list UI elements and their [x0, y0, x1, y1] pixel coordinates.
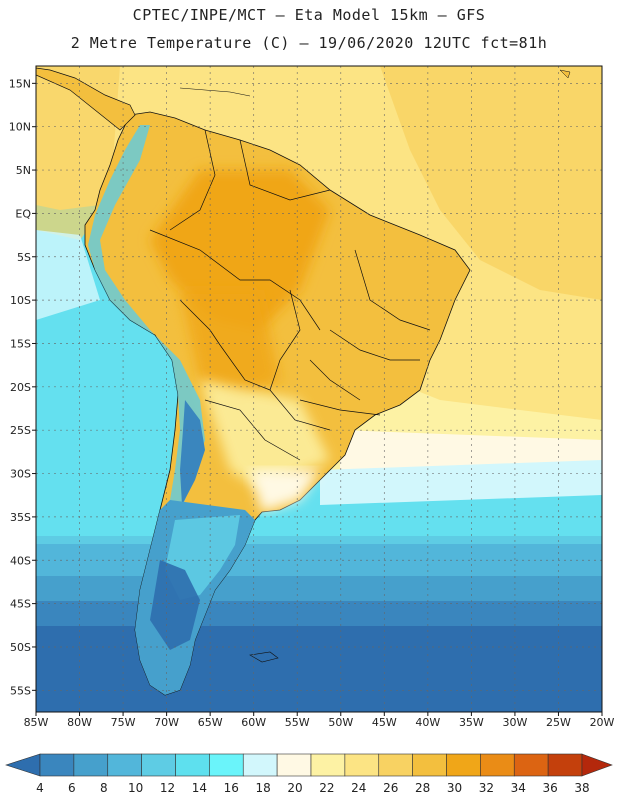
lat-tick-label: 5N: [16, 164, 31, 177]
colorbar-swatch: [242, 753, 278, 777]
temperature-colorbar: 4 6 8 10 12 14 16 18 20 22 24 26 28 30 32 34 36 38: [5, 753, 613, 795]
latitude-axis: 15N 10N 5N EQ 5S 10S 15S 20S 25S 30S 35S 40S 45S 50S 5…: [9, 77, 36, 697]
lon-tick-label: 35W: [459, 716, 484, 729]
longitude-axis: 85W 80W 75W 70W 65W 60W 55W 50W 45W 40W 35W 30W 25W 2…: [24, 712, 615, 729]
colorbar-swatch: [446, 753, 481, 777]
colorbar-label: 12: [160, 781, 175, 795]
colorbar-swatch: [73, 753, 109, 777]
colorbar-label: 18: [256, 781, 271, 795]
colorbar-label: 8: [100, 781, 108, 795]
colorbar-label: 26: [383, 781, 398, 795]
colorbar-swatch: [175, 753, 210, 777]
colorbar-label: 34: [511, 781, 526, 795]
lon-tick-label: 60W: [241, 716, 266, 729]
lat-tick-label: 35S: [10, 511, 31, 524]
lon-tick-label: 40W: [415, 716, 440, 729]
lat-tick-label: 55S: [10, 684, 31, 697]
chart-title-line-1: CPTEC/INPE/MCT – Eta Model 15km – GFS: [132, 6, 486, 24]
colorbar-swatch: [547, 753, 583, 777]
country-borders: [149, 129, 431, 461]
colorbar-label: 30: [447, 781, 462, 795]
lat-tick-label: 15N: [9, 77, 31, 90]
lon-tick-label: 55W: [285, 716, 310, 729]
lat-tick-label: 5S: [17, 251, 31, 264]
colorbar-label: 28: [415, 781, 430, 795]
colorbar-label: 6: [68, 781, 76, 795]
lon-tick-label: 75W: [111, 716, 136, 729]
colorbar-swatch: [310, 753, 346, 777]
colorbar-label: 4: [36, 781, 44, 795]
colorbar-high-arrow: [581, 753, 613, 777]
lat-tick-label: 30S: [10, 468, 31, 481]
lon-tick-label: 30W: [502, 716, 527, 729]
lat-tick-label: 45S: [10, 598, 31, 611]
colorbar-label: 32: [479, 781, 494, 795]
colorbar-swatch: [276, 753, 312, 777]
lat-tick-label: 25S: [10, 424, 31, 437]
lat-tick-label: 15S: [10, 337, 31, 350]
lon-tick-label: 85W: [24, 716, 49, 729]
colorbar-low-arrow: [5, 753, 41, 777]
lon-tick-label: 70W: [154, 716, 179, 729]
falkland-islands: [249, 651, 279, 663]
colorbar-label: 22: [319, 781, 334, 795]
colorbar-swatch: [480, 753, 515, 777]
colorbar-label: 16: [224, 781, 239, 795]
map-frame: [35, 65, 603, 713]
lat-tick-label: 20S: [10, 381, 31, 394]
lat-tick-label: 40S: [10, 554, 31, 567]
lon-tick-label: 25W: [546, 716, 571, 729]
colorbar-swatch: [141, 753, 176, 777]
lat-tick-label: 50S: [10, 641, 31, 654]
lat-tick-label: 10S: [10, 294, 31, 307]
colorbar-label: 24: [351, 781, 366, 795]
colorbar-swatch: [344, 753, 380, 777]
colorbar-label: 20: [287, 781, 302, 795]
colorbar-swatch: [412, 753, 447, 777]
lon-tick-label: 20W: [590, 716, 615, 729]
colorbar-swatch: [107, 753, 142, 777]
graticule: [36, 66, 602, 712]
lon-tick-label: 80W: [67, 716, 92, 729]
colorbar-swatch: [39, 753, 75, 777]
lon-tick-label: 50W: [328, 716, 353, 729]
colorbar-swatch: [378, 753, 413, 777]
lon-tick-label: 45W: [372, 716, 397, 729]
lat-tick-label: 10N: [9, 121, 31, 134]
colorbar-swatch: [513, 753, 549, 777]
colorbar-label: 38: [574, 781, 589, 795]
colorbar-label: 10: [128, 781, 143, 795]
colorbar-label: 36: [542, 781, 557, 795]
chart-title-line-2: 2 Metre Temperature (C) – 19/06/2020 12U…: [70, 34, 548, 52]
colorbar-label: 14: [192, 781, 207, 795]
lon-tick-label: 65W: [198, 716, 223, 729]
colorbar-swatch: [209, 753, 244, 777]
lat-tick-label: EQ: [15, 207, 31, 220]
map-plot-area: [36, 66, 602, 712]
